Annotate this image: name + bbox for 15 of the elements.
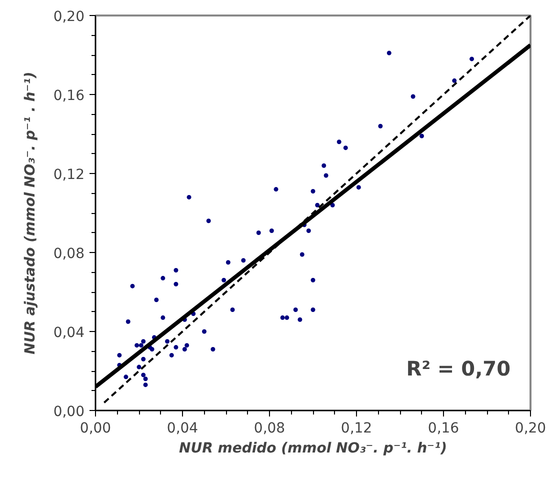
- y-axis-title: NUR ajustado (mmol NO₃⁻. p⁻¹ . h⁻¹): [22, 72, 38, 354]
- y-tick-label: 0,16: [53, 88, 85, 104]
- x-tick-label: 0,04: [166, 420, 198, 436]
- x-tick-label: 0,08: [254, 420, 286, 436]
- y-tick-label: 0,20: [53, 9, 84, 25]
- y-tick-label: 0,08: [53, 246, 84, 262]
- x-tick-label: 0,16: [428, 420, 460, 436]
- y-tick-label: 0,12: [53, 167, 84, 183]
- x-tick-label: 0,20: [514, 420, 546, 436]
- y-tick-label: 0,00: [53, 404, 84, 420]
- x-axis-title: NUR medido (mmol NO₃⁻. p⁻¹. h⁻¹): [179, 440, 447, 456]
- annotation: R² = 0,70: [406, 356, 511, 380]
- y-tick-label: 0,04: [53, 325, 85, 341]
- x-tick-label: 0,12: [340, 420, 372, 436]
- x-tick-label: 0,00: [80, 420, 112, 436]
